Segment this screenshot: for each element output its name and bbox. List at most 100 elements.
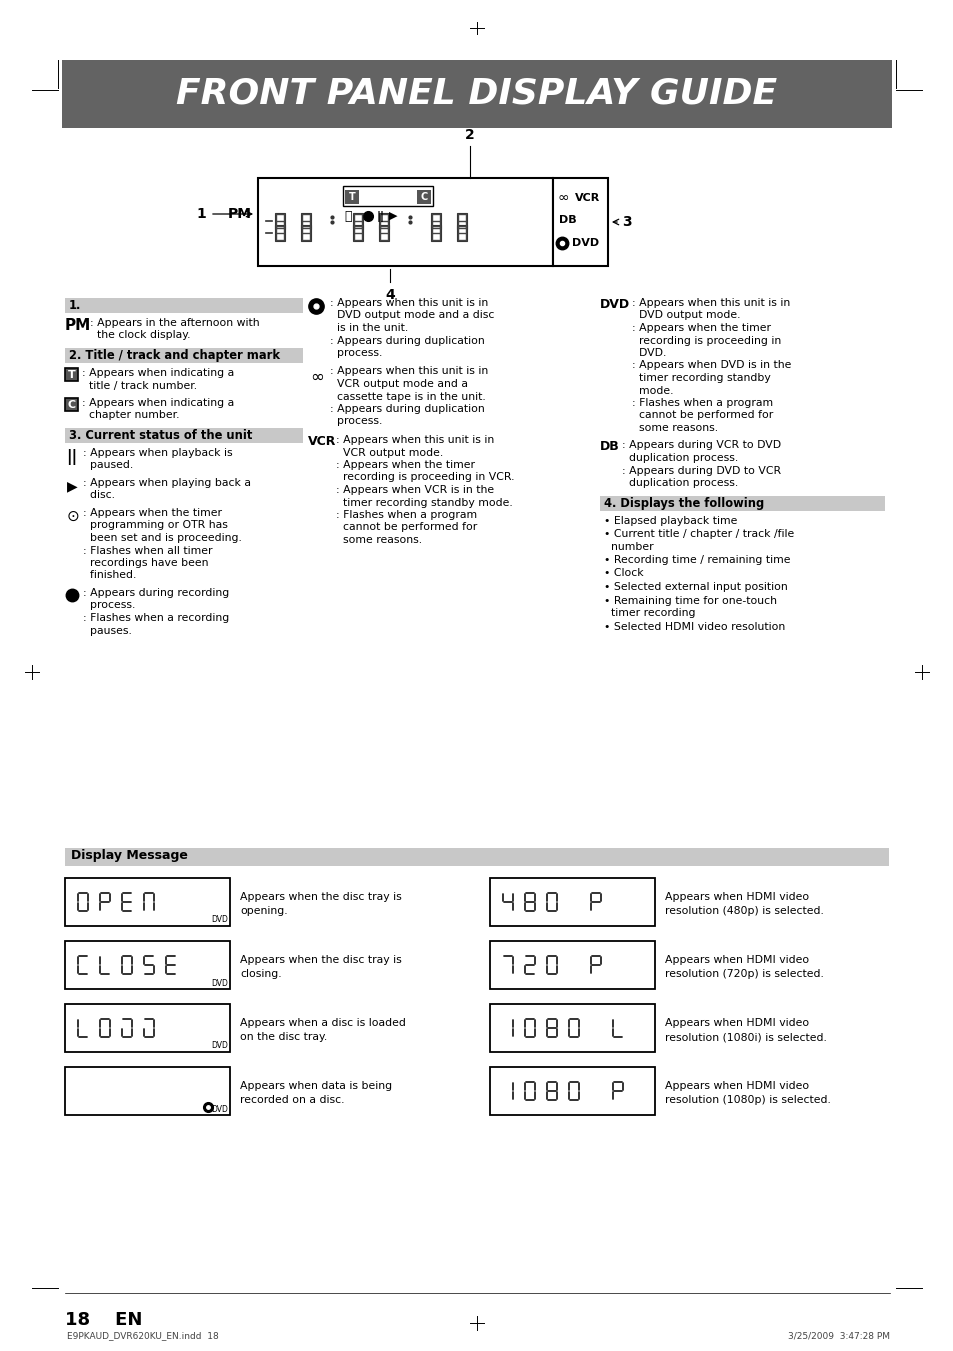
Text: finished.: finished. [83,570,136,581]
Text: ▶: ▶ [67,480,77,493]
Text: : Appears during duplication: : Appears during duplication [330,335,484,346]
Text: is in the unit.: is in the unit. [330,323,408,332]
Text: timer recording standby mode.: timer recording standby mode. [335,497,512,508]
Text: process.: process. [330,416,382,427]
Text: programming or OTR has: programming or OTR has [83,520,228,531]
Text: duplication process.: duplication process. [621,478,738,488]
Bar [490,1004,655,1052]
Text: : Appears when DVD is in the: : Appears when DVD is in the [631,361,791,370]
Text: 4: 4 [385,288,395,303]
Bar [65,942,230,989]
Bar [274,226,285,240]
Bar [353,213,363,230]
Bar [378,213,389,230]
Text: : Appears during recording: : Appears during recording [83,588,229,598]
Text: : Appears during VCR to DVD: : Appears during VCR to DVD [621,440,781,450]
Text: recorded on a disc.: recorded on a disc. [240,1096,344,1105]
Text: PM: PM [65,317,91,332]
Text: VCR: VCR [575,193,599,203]
Text: title / track number.: title / track number. [82,381,197,390]
Text: Appears when a disc is loaded: Appears when a disc is loaded [240,1019,405,1028]
Text: the clock display.: the clock display. [90,331,191,340]
Text: VCR output mode and a: VCR output mode and a [330,380,468,389]
Bar [599,496,884,511]
Text: : Appears when VCR is in the: : Appears when VCR is in the [335,485,494,494]
Text: DVD output mode and a disc: DVD output mode and a disc [330,311,494,320]
Text: : Flashes when a recording: : Flashes when a recording [83,613,229,623]
Text: • Selected external input position: • Selected external input position [603,582,787,592]
Text: • Selected HDMI video resolution: • Selected HDMI video resolution [603,621,784,631]
Text: FRONT PANEL DISPLAY GUIDE: FRONT PANEL DISPLAY GUIDE [176,77,777,111]
Text: PM: PM [228,207,252,222]
Bar [353,226,363,240]
Text: Appears when the disc tray is: Appears when the disc tray is [240,892,401,902]
Text: Appears when HDMI video: Appears when HDMI video [664,955,808,965]
Text: mode.: mode. [631,385,673,396]
Bar [490,878,655,925]
Text: some reasons.: some reasons. [631,423,718,434]
Text: 3/25/2009  3:47:28 PM: 3/25/2009 3:47:28 PM [787,1332,889,1340]
Text: DVD.: DVD. [631,349,666,358]
Bar [456,213,467,230]
Text: : Appears when the timer: : Appears when the timer [631,323,770,332]
Text: recordings have been: recordings have been [83,558,209,567]
Text: 1: 1 [196,207,206,222]
Bar [301,213,311,230]
Text: DVD: DVD [212,1105,228,1113]
Text: paused.: paused. [83,461,133,470]
Bar [65,428,303,443]
Text: : Appears when this unit is in: : Appears when this unit is in [631,299,789,308]
Text: : Appears when this unit is in: : Appears when this unit is in [330,299,488,308]
Text: ||: || [376,211,385,222]
Text: resolution (1080i) is selected.: resolution (1080i) is selected. [664,1032,826,1042]
Text: : Appears during duplication: : Appears during duplication [330,404,484,413]
Text: Appears when data is being: Appears when data is being [240,1081,392,1092]
Text: 1.: 1. [69,299,81,312]
Bar [65,1067,230,1115]
Text: Appears when HDMI video: Appears when HDMI video [664,1081,808,1092]
Text: : Appears when playback is: : Appears when playback is [83,449,233,458]
Text: C: C [420,192,427,203]
Text: resolution (720p) is selected.: resolution (720p) is selected. [664,969,823,979]
Text: E9PKAUD_DVR620KU_EN.indd  18: E9PKAUD_DVR620KU_EN.indd 18 [67,1332,218,1340]
Bar [378,226,389,240]
Bar [257,178,553,266]
Bar [65,367,78,381]
Text: DVD: DVD [212,978,228,988]
Text: timer recording standby: timer recording standby [631,373,770,382]
Bar [65,349,303,363]
Text: ∞: ∞ [310,367,323,385]
Text: DVD: DVD [212,916,228,924]
Text: ∞: ∞ [558,190,569,205]
Bar [65,299,303,313]
Text: : Appears when indicating a: : Appears when indicating a [82,367,234,378]
Text: • Current title / chapter / track /file: • Current title / chapter / track /file [603,530,794,539]
Text: resolution (1080p) is selected.: resolution (1080p) is selected. [664,1096,830,1105]
Bar [62,59,891,128]
Text: : Flashes when all timer: : Flashes when all timer [83,546,213,555]
Text: DVD: DVD [212,1042,228,1051]
Bar [431,226,440,240]
Text: Appears when HDMI video: Appears when HDMI video [664,892,808,902]
Text: chapter number.: chapter number. [82,411,179,420]
Text: T: T [68,370,75,380]
Text: recording is proceeding in: recording is proceeding in [631,335,781,346]
Text: ▶: ▶ [388,211,396,222]
Text: cannot be performed for: cannot be performed for [335,523,476,532]
Text: ||: || [66,449,77,465]
Text: disc.: disc. [83,490,115,500]
Bar [65,848,888,866]
Bar [65,1004,230,1052]
Text: DVD: DVD [599,299,630,311]
Text: cannot be performed for: cannot be performed for [631,411,773,420]
Text: : Appears when playing back a: : Appears when playing back a [83,478,251,488]
Bar [65,878,230,925]
Text: closing.: closing. [240,969,281,979]
Bar [274,213,285,230]
Text: duplication process.: duplication process. [621,453,738,463]
Text: 18    EN: 18 EN [65,1310,142,1329]
Text: ⧖: ⧖ [344,209,352,223]
Text: • Clock: • Clock [603,569,643,578]
Text: 3. Current status of the unit: 3. Current status of the unit [69,430,253,442]
Bar [553,178,607,266]
